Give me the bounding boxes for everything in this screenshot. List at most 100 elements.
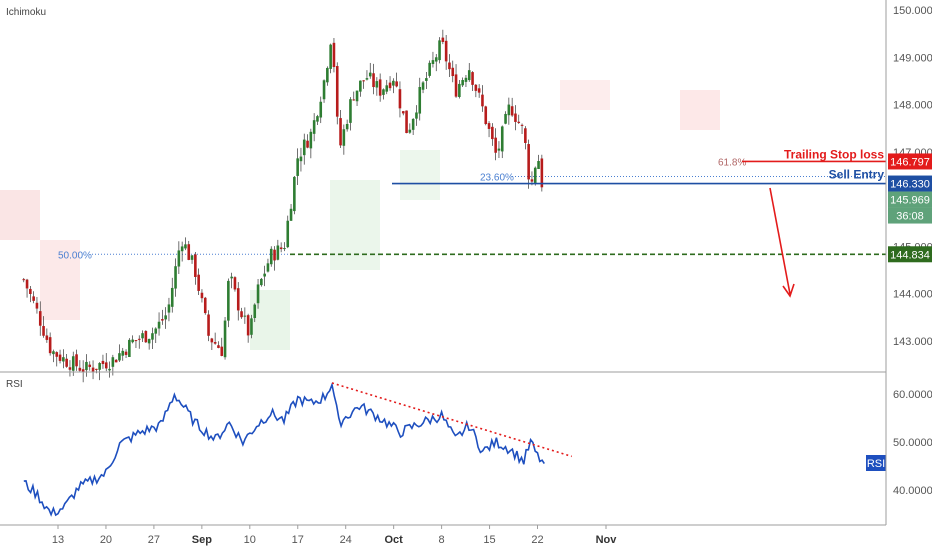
candle-up [415,112,418,119]
price-tick-label: 150.000 [893,5,932,17]
rsi-legend-badge: RSI [866,455,886,471]
candle-down [540,158,544,188]
level-lines: Sell Entry Trailing Stop loss 146.797 146.3… [290,147,932,298]
time-tick-label: 8 [439,534,445,546]
candle-down [104,362,108,369]
candle-up [223,320,227,358]
candle-up [349,99,352,123]
candle-up [141,333,144,339]
candle-up [170,287,174,307]
candle-up [458,83,461,97]
candle-down [161,319,164,321]
candle-up [467,70,471,81]
time-tick-label: 24 [340,534,352,546]
price-plot-background [0,0,886,372]
candle-up [385,85,389,92]
rsi-tick-label: 60.0000 [893,389,932,401]
candle-up [425,78,428,81]
price-tick-label: 149.000 [893,52,932,64]
candle-up [111,357,115,367]
candle-up [365,78,369,80]
candle-down [339,118,342,146]
candle-up [408,129,412,133]
candle-up [309,131,313,149]
cloud-area [250,290,290,350]
candle-down [246,315,250,336]
candle-down [65,358,68,367]
entry-price-badge-bg [888,175,932,192]
candle-up [85,361,88,371]
countdown-badge-bg [888,207,932,224]
indicator-label: Ichimoku [6,7,46,18]
candle-up [250,318,253,335]
price-panel: Ichimoku 150.000149.000148.000147.000145… [0,0,932,383]
candle-down [32,296,35,301]
candle-up [108,368,111,371]
candle-up [243,315,247,317]
entry-price-badge: 146.330 [890,179,930,191]
candle-down [378,79,382,96]
target-price-badge: 144.834 [890,249,930,261]
candle-up [230,276,233,279]
candle-down [101,360,105,365]
candle-up [121,350,125,356]
candle-up [276,245,280,260]
candle-up [52,351,55,355]
rsi-badge-text: RSI [867,458,885,470]
candle-down [520,124,524,126]
candle-up [368,72,372,77]
candle-up [289,208,293,221]
candle-down [194,254,197,277]
cloud-area [680,90,720,130]
time-tick-label: Sep [192,534,212,546]
candle-up [537,161,540,170]
candle-down [306,140,309,148]
candle-up [382,89,385,95]
cloud-area [560,80,610,110]
projection-arrow-line [769,187,791,295]
candle-up [418,86,422,114]
candle-down [517,121,521,123]
candle-up [184,244,187,249]
candle-up [62,357,65,362]
candle-up [428,62,431,76]
candle-up [190,255,194,260]
candle-up [157,321,161,329]
candle-down [388,82,392,89]
candle-down [494,137,497,153]
candle-down [91,367,95,372]
candle-down [514,113,517,122]
rsi-badge-bg [866,455,886,471]
sell-entry-label: Sell Entry [829,168,885,182]
candle-up [131,339,134,343]
candle-down [352,99,356,101]
candle-up [326,67,329,83]
candle-up [256,284,260,304]
time-axis: 13 20 27 Sep 10 17 24 Oct 8 15 22 Nov [52,525,617,546]
rsi-panel: RSI 60.0000 50.0000 40.0000 RSI [6,379,932,517]
candle-down [273,249,276,261]
candle-up [269,248,273,265]
candle-down [279,247,283,250]
cloud-area [40,240,80,320]
candle-up [392,80,395,86]
candle-up [355,90,359,102]
cloud-area [400,150,440,200]
time-tick-label: Nov [596,534,618,546]
candle-up [296,158,299,176]
candle-up [164,315,167,320]
candle-down [220,346,224,356]
candle-down [95,368,98,370]
candle-up [293,176,296,212]
rsi-tick-label: 40.0000 [893,485,932,497]
candle-down [207,314,210,336]
fib-50-label: 50.00% [58,250,92,261]
candle-up [151,333,154,340]
candle-down [332,42,336,68]
time-tick-label: 20 [100,534,112,546]
candle-down [22,279,26,281]
candle-up [438,40,441,61]
fib-236-label: 23.60% [480,173,514,184]
candle-down [203,297,207,314]
